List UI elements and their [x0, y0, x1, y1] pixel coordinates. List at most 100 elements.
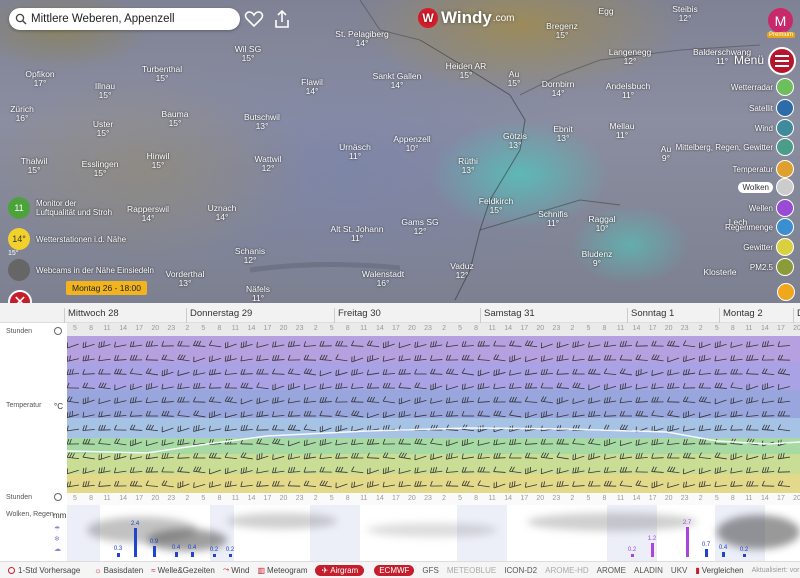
model-icon-d2[interactable]: ICON-D2	[504, 565, 538, 575]
city-label[interactable]: Thalwil 15°	[21, 157, 47, 175]
city-label[interactable]: Steibis 12°	[672, 5, 698, 23]
city-label[interactable]: Hinwil 15°	[147, 152, 170, 170]
layer-item[interactable]: Wind	[755, 119, 794, 137]
windy-logo[interactable]: W Windy .com	[418, 8, 515, 28]
city-label[interactable]: Turbenthal 15°	[142, 65, 182, 83]
city-label[interactable]: Rüthi 13°	[458, 157, 478, 175]
model-gfs[interactable]: GFS	[422, 565, 439, 575]
airgram-panel[interactable]: Mittwoch 28 Donnerstag 29 Freitag 30 Samsta…	[0, 303, 800, 561]
share-icon[interactable]	[272, 9, 292, 29]
city-label[interactable]: Egg	[598, 7, 613, 16]
city-label[interactable]: Klosterle	[703, 268, 736, 277]
city-label[interactable]: Esslingen 15°	[82, 160, 119, 178]
city-label[interactable]: Langenegg 12°	[609, 48, 652, 66]
model-ukv[interactable]: UKV	[670, 565, 688, 575]
search-box[interactable]: Mittlere Weberen, Appenzell	[9, 8, 240, 30]
layer-label: Wind	[754, 123, 773, 133]
layer-item[interactable]: Wolken	[738, 178, 794, 196]
city-label[interactable]: Balderschwang 11°	[693, 48, 751, 66]
wind-barb	[509, 466, 522, 474]
search-input[interactable]: Mittlere Weberen, Appenzell	[31, 13, 175, 25]
model-arome[interactable]: AROME	[596, 565, 627, 575]
wind-barb	[461, 396, 475, 404]
city-label[interactable]: St. Pelagiberg 14°	[335, 30, 388, 48]
city-label[interactable]: Bregenz 15°	[546, 22, 578, 40]
temperature-unit[interactable]: °C	[54, 402, 63, 411]
air-quality-widget[interactable]: 11 Monitor der Luftqualität und Stroh	[8, 197, 116, 219]
model-meteoblue[interactable]: METEOBLUE	[446, 565, 497, 575]
layer-item[interactable]: Regenmenge	[725, 218, 794, 236]
city-label[interactable]: Walenstadt 16°	[362, 270, 404, 288]
city-label[interactable]: Urnäsch 11°	[339, 143, 371, 161]
wind-barb	[683, 410, 696, 419]
city-label[interactable]: Uznach 14°	[208, 204, 237, 222]
city-label[interactable]: Schanis 12°	[235, 247, 265, 265]
city-label[interactable]: Götzis 13°	[503, 132, 527, 150]
hourly-forecast-toggle[interactable]: 1-Std Vorhersage	[8, 566, 80, 575]
tab-wind[interactable]: ⤳ Wind	[222, 565, 250, 575]
city-label[interactable]: Bauma 15°	[162, 110, 189, 128]
city-label[interactable]: Näfels 11°	[246, 285, 270, 303]
stations-widget[interactable]: 14° Wetterstationen i.d. Nähe	[8, 228, 126, 250]
city-label[interactable]: Vorderthal 13°	[166, 270, 205, 288]
city-label[interactable]: Zürich 16°	[10, 105, 34, 123]
day-label[interactable]: Freitag 30	[334, 308, 381, 323]
day-label[interactable]: Donnerstag 29	[186, 308, 252, 323]
layer-item[interactable]: Wetterradar	[731, 78, 794, 96]
time-indicator[interactable]: Montag 26 - 18:00	[66, 281, 147, 295]
city-label[interactable]: Feldkirch 15°	[479, 197, 513, 215]
precip-unit[interactable]: mm	[53, 511, 67, 520]
city-label[interactable]: Schnifis 11°	[538, 210, 568, 228]
webcams-widget[interactable]: Webcams in der Nähe Einsiedeln	[8, 259, 154, 281]
layer-item[interactable]: Wellen	[749, 199, 794, 217]
city-label[interactable]: Appenzell 10°	[393, 135, 430, 153]
city-label[interactable]: Gams SG 12°	[401, 218, 438, 236]
layer-item[interactable]: Gewitter	[743, 238, 794, 256]
tab-wellen[interactable]: ≈ Welle&Gezeiten	[151, 565, 215, 575]
city-label[interactable]: Au 9°	[661, 145, 671, 163]
layer-item[interactable]: Satellit	[749, 99, 794, 117]
city-label[interactable]: Flawil 14°	[301, 78, 323, 96]
model-aladin[interactable]: ALADIN	[634, 565, 663, 575]
day-label[interactable]: Sonntag 1	[627, 308, 674, 323]
city-label[interactable]: Wattwil 12°	[254, 155, 281, 173]
city-label[interactable]: Heiden AR 15°	[446, 62, 487, 80]
city-label[interactable]: Ebnit 13°	[553, 125, 572, 143]
day-label[interactable]: Mittwoch 28	[64, 308, 119, 323]
layer-item[interactable]: Mittelberg, Regen, Gewitter	[676, 138, 794, 156]
city-label[interactable]: Mellau 11°	[609, 122, 634, 140]
city-label[interactable]: Lech	[729, 218, 747, 227]
layer-item[interactable]: PM2.5	[750, 258, 794, 276]
city-label[interactable]: Opfikon 17°	[25, 70, 54, 88]
city-label[interactable]: Uster 15°	[93, 120, 113, 138]
day-label[interactable]: D	[793, 308, 800, 323]
weather-map[interactable]: Opfikon 17° Zürich 16° Thalwil 15° Turbenthal 1…	[0, 0, 800, 314]
city-label[interactable]: Bludenz 9°	[582, 250, 613, 268]
tab-airgram[interactable]: ✈ Airgram	[315, 564, 365, 576]
menu-button[interactable]	[768, 47, 796, 75]
city-label[interactable]: Dornbirn 14°	[542, 80, 575, 98]
city-label[interactable]: Alt St. Johann 11°	[331, 225, 384, 243]
hour-tick: 11	[488, 325, 496, 332]
city-label[interactable]: Andelsbuch 11°	[606, 82, 650, 100]
city-label[interactable]: Wil SG 15°	[235, 45, 261, 63]
model-ecmwf[interactable]: ECMWF	[374, 564, 415, 576]
city-label[interactable]: Vaduz 12°	[450, 262, 473, 280]
tab-meteogram[interactable]: ▥ Meteogram	[257, 565, 308, 575]
menu-label[interactable]: Menü	[734, 53, 765, 67]
layer-item[interactable]: Temperatur	[733, 160, 794, 178]
city-label[interactable]: Butschwil 13°	[244, 113, 280, 131]
city-label[interactable]: Raggal 10°	[589, 215, 616, 233]
city-label[interactable]: Sankt Gallen 14°	[373, 72, 422, 90]
airgram-handle[interactable]	[777, 283, 795, 301]
model-arome-hd[interactable]: AROME-HD	[545, 565, 589, 575]
heart-icon[interactable]	[244, 9, 264, 29]
compare-button[interactable]: ▮ Vergleichen	[695, 565, 744, 575]
day-label[interactable]: Montag 2	[719, 308, 763, 323]
avatar[interactable]: M	[768, 8, 793, 33]
city-label[interactable]: Illnau 15°	[95, 82, 115, 100]
city-label[interactable]: Rapperswil 14°	[127, 205, 169, 223]
day-label[interactable]: Samstag 31	[480, 308, 535, 323]
city-label[interactable]: Au 15°	[508, 70, 521, 88]
tab-basisdaten[interactable]: ☼ Basisdaten	[94, 565, 144, 575]
